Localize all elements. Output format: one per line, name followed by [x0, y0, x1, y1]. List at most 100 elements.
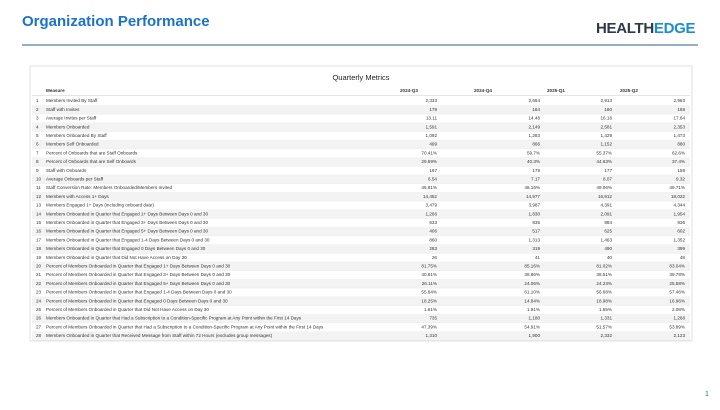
- cell-value: 866: [532, 142, 540, 147]
- cell-value: 55.37%: [596, 150, 612, 155]
- cell-value: 16,912: [598, 194, 612, 199]
- cell-value: 83.04%: [669, 264, 685, 269]
- cell-value: 984: [604, 220, 612, 225]
- row-index: 27: [36, 324, 42, 329]
- cell-value: 880: [677, 142, 685, 147]
- page-title: Organization Performance: [22, 13, 210, 30]
- measure: Percent of Onboards that are Staff Onboa…: [46, 150, 138, 155]
- row-stripe: [32, 244, 690, 254]
- cell-value: 14,452: [423, 194, 437, 199]
- cell-value: 319: [532, 246, 540, 251]
- cell-value: 18.98%: [596, 298, 612, 303]
- row-stripe: [32, 192, 690, 202]
- cell-value: 1,152: [601, 142, 613, 147]
- row-stripe: [32, 209, 690, 219]
- cell-value: 179: [532, 168, 540, 173]
- cell-value: 168: [677, 107, 685, 112]
- cell-value: 44.63%: [596, 159, 612, 164]
- cell-value: 2,149: [529, 124, 541, 129]
- row-stripe: [32, 140, 690, 149]
- cell-value: 26.11%: [422, 281, 437, 286]
- cell-value: 1,268: [674, 316, 686, 321]
- cell-value: 602: [677, 229, 685, 234]
- cell-value: 29.59%: [421, 159, 437, 164]
- measure: Percent of Members Onboarded in Quarter …: [46, 298, 228, 303]
- cell-value: 283: [429, 246, 437, 251]
- cell-value: 177: [604, 168, 612, 173]
- cell-value: 2,913: [601, 98, 613, 103]
- row-index: 4: [36, 124, 39, 129]
- cell-value: 1,352: [674, 237, 686, 242]
- cell-value: 25.58%: [669, 281, 685, 286]
- cell-value: 1,900: [529, 333, 541, 338]
- row-index: 6: [36, 142, 39, 147]
- column-header: 2024-Q3: [400, 88, 418, 93]
- row-stripe: [32, 227, 690, 236]
- cell-value: 1.55%: [599, 307, 612, 312]
- cell-value: 490: [604, 246, 612, 251]
- measure: Members Onboarded in Quarter that Did No…: [46, 255, 187, 260]
- row-index: 7: [36, 150, 39, 155]
- measure: Members Invited By Staff: [46, 98, 98, 103]
- row-index: 11: [36, 185, 41, 190]
- cell-value: 49.71%: [669, 185, 685, 190]
- row-index: 16: [36, 229, 42, 234]
- cell-value: 1,266: [426, 211, 438, 216]
- cell-value: 46.81%: [421, 185, 437, 190]
- cell-value: 3,987: [529, 203, 541, 208]
- measure: Members Onboarded in Quarter that Engage…: [46, 246, 206, 251]
- cell-value: 2,123: [674, 333, 686, 338]
- cell-value: 81.02%: [596, 264, 612, 269]
- cell-value: 1,331: [601, 316, 613, 321]
- cell-value: 860: [429, 237, 437, 242]
- cell-value: 2,353: [674, 124, 686, 129]
- cell-value: 70.41%: [421, 150, 437, 155]
- measure: Percent of Members Onboarded in Quarter …: [46, 264, 231, 269]
- row-index: 13: [36, 203, 42, 208]
- row-stripe: [32, 105, 690, 115]
- cell-value: 167: [429, 168, 437, 173]
- cell-value: 2,581: [601, 124, 613, 129]
- column-header: Measure: [46, 88, 65, 93]
- measure: Staff with Invites: [46, 107, 80, 112]
- measure: Percent of Members Onboarded in Quarter …: [46, 290, 232, 295]
- cell-value: 62.6%: [672, 150, 685, 155]
- measure: Members Onboarded in Quarter that Engage…: [46, 211, 208, 216]
- cell-value: 14.84%: [524, 298, 540, 303]
- measure: Average Invites per Staff: [46, 116, 97, 121]
- row-index: 28: [36, 333, 42, 338]
- cell-value: 48.16%: [524, 185, 540, 190]
- cell-value: 24.06%: [524, 281, 540, 286]
- measure: Percent of Members Onboarded in Quarter …: [46, 272, 231, 277]
- cell-value: 1,473: [674, 133, 686, 138]
- cell-value: 633: [429, 220, 437, 225]
- cell-value: 18,022: [671, 194, 685, 199]
- cell-value: 55.64%: [421, 290, 437, 295]
- cell-value: 625: [604, 229, 612, 234]
- cell-value: 1,830: [529, 211, 541, 216]
- measure: Members Onboarded in Quarter that Engage…: [46, 220, 208, 225]
- cell-value: 8.07: [603, 177, 612, 182]
- cell-value: 39.78%: [669, 272, 685, 277]
- cell-value: 47.39%: [421, 324, 437, 329]
- row-index: 3: [36, 116, 39, 121]
- measure: Percent of Members Onboarded in Quarter …: [46, 281, 231, 286]
- row-index: 21: [36, 272, 42, 277]
- cell-value: 13.11: [426, 116, 438, 121]
- row-stripe: [32, 261, 690, 271]
- cell-value: 178: [429, 107, 437, 112]
- row-index: 23: [36, 290, 42, 295]
- cell-value: 936: [677, 220, 685, 225]
- cell-value: 26: [432, 255, 438, 260]
- cell-value: 51.57%: [596, 324, 612, 329]
- measure: Members Onboarded in Quarter that Engage…: [46, 237, 210, 242]
- measure: Average Onboards per Staff: [46, 177, 104, 182]
- measure: Members with Access 1+ Days: [46, 194, 109, 199]
- row-stripe: [32, 331, 690, 341]
- row-index: 9: [36, 168, 39, 173]
- logo: HEALTHEDGE: [596, 20, 696, 37]
- cell-value: 48: [680, 255, 686, 260]
- row-index: 15: [36, 220, 42, 225]
- cell-value: 40.3%: [527, 159, 540, 164]
